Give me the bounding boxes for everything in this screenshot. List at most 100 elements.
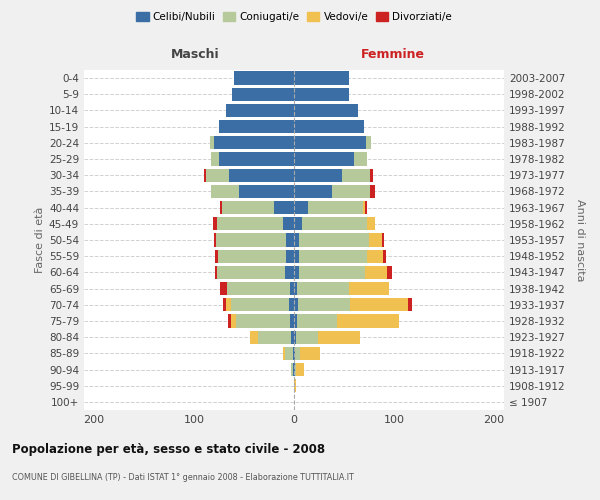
Bar bbox=[408, 298, 412, 312]
Bar bbox=[318, 330, 360, 344]
Bar bbox=[239, 185, 294, 198]
Legend: Celibi/Nubili, Coniugati/e, Vedovi/e, Divorziati/e: Celibi/Nubili, Coniugati/e, Vedovi/e, Di… bbox=[134, 10, 454, 24]
Bar bbox=[218, 250, 286, 263]
Bar bbox=[213, 217, 217, 230]
Bar bbox=[283, 217, 294, 230]
Bar bbox=[290, 282, 294, 295]
Bar bbox=[366, 136, 371, 149]
Bar bbox=[285, 346, 293, 360]
Bar bbox=[217, 266, 285, 279]
Bar bbox=[291, 363, 293, 376]
Bar bbox=[206, 168, 229, 182]
Bar bbox=[293, 363, 294, 376]
Bar bbox=[383, 250, 386, 263]
Bar bbox=[231, 298, 289, 312]
Bar bbox=[296, 363, 304, 376]
Bar bbox=[294, 298, 298, 312]
Bar bbox=[229, 168, 294, 182]
Bar bbox=[220, 201, 222, 214]
Bar bbox=[220, 282, 227, 295]
Bar bbox=[354, 152, 367, 166]
Bar bbox=[286, 234, 294, 246]
Bar bbox=[227, 282, 290, 295]
Bar bbox=[214, 234, 216, 246]
Bar bbox=[294, 346, 295, 360]
Bar bbox=[214, 136, 294, 149]
Bar bbox=[297, 314, 337, 328]
Bar bbox=[215, 266, 217, 279]
Bar bbox=[294, 217, 302, 230]
Bar bbox=[211, 152, 219, 166]
Bar bbox=[294, 201, 308, 214]
Bar bbox=[226, 298, 231, 312]
Bar bbox=[296, 330, 318, 344]
Bar bbox=[367, 250, 383, 263]
Text: Femmine: Femmine bbox=[361, 48, 425, 62]
Bar bbox=[367, 217, 375, 230]
Bar bbox=[299, 250, 367, 263]
Bar bbox=[342, 168, 370, 182]
Bar bbox=[387, 266, 392, 279]
Bar bbox=[290, 314, 294, 328]
Bar bbox=[363, 201, 365, 214]
Bar bbox=[219, 120, 294, 134]
Bar bbox=[332, 185, 370, 198]
Bar bbox=[250, 330, 258, 344]
Bar bbox=[285, 266, 294, 279]
Bar bbox=[258, 330, 291, 344]
Bar bbox=[297, 282, 349, 295]
Bar bbox=[302, 217, 367, 230]
Bar bbox=[295, 346, 300, 360]
Bar bbox=[370, 168, 373, 182]
Bar bbox=[294, 234, 299, 246]
Bar bbox=[294, 363, 295, 376]
Bar bbox=[204, 168, 206, 182]
Bar bbox=[294, 120, 364, 134]
Bar bbox=[294, 250, 299, 263]
Bar bbox=[300, 346, 320, 360]
Bar bbox=[294, 88, 349, 101]
Bar bbox=[350, 298, 408, 312]
Bar bbox=[294, 104, 358, 117]
Bar bbox=[295, 363, 296, 376]
Bar bbox=[289, 298, 294, 312]
Y-axis label: Anni di nascita: Anni di nascita bbox=[575, 198, 585, 281]
Bar bbox=[293, 346, 294, 360]
Bar bbox=[294, 314, 297, 328]
Bar bbox=[294, 379, 296, 392]
Bar bbox=[274, 201, 294, 214]
Bar bbox=[223, 298, 226, 312]
Bar bbox=[211, 185, 239, 198]
Bar bbox=[365, 266, 387, 279]
Bar bbox=[226, 104, 294, 117]
Bar bbox=[217, 217, 283, 230]
Bar bbox=[294, 152, 354, 166]
Text: Popolazione per età, sesso e stato civile - 2008: Popolazione per età, sesso e stato civil… bbox=[12, 442, 325, 456]
Bar bbox=[349, 282, 389, 295]
Bar bbox=[370, 185, 375, 198]
Bar bbox=[291, 330, 294, 344]
Bar bbox=[308, 201, 363, 214]
Text: Maschi: Maschi bbox=[171, 48, 220, 62]
Bar bbox=[298, 298, 350, 312]
Bar bbox=[299, 234, 369, 246]
Bar bbox=[299, 266, 365, 279]
Y-axis label: Fasce di età: Fasce di età bbox=[35, 207, 45, 273]
Bar bbox=[283, 346, 285, 360]
Bar bbox=[286, 250, 294, 263]
Bar bbox=[294, 168, 342, 182]
Bar bbox=[228, 314, 231, 328]
Bar bbox=[294, 136, 366, 149]
Bar bbox=[294, 266, 299, 279]
Text: COMUNE DI GIBELLINA (TP) - Dati ISTAT 1° gennaio 2008 - Elaborazione TUTTITALIA.: COMUNE DI GIBELLINA (TP) - Dati ISTAT 1°… bbox=[12, 472, 354, 482]
Bar bbox=[232, 88, 294, 101]
Bar bbox=[216, 234, 286, 246]
Bar bbox=[215, 250, 218, 263]
Bar bbox=[365, 201, 367, 214]
Bar bbox=[210, 136, 214, 149]
Bar bbox=[294, 282, 297, 295]
Bar bbox=[234, 72, 294, 85]
Bar bbox=[337, 314, 399, 328]
Bar bbox=[369, 234, 382, 246]
Bar bbox=[236, 314, 290, 328]
